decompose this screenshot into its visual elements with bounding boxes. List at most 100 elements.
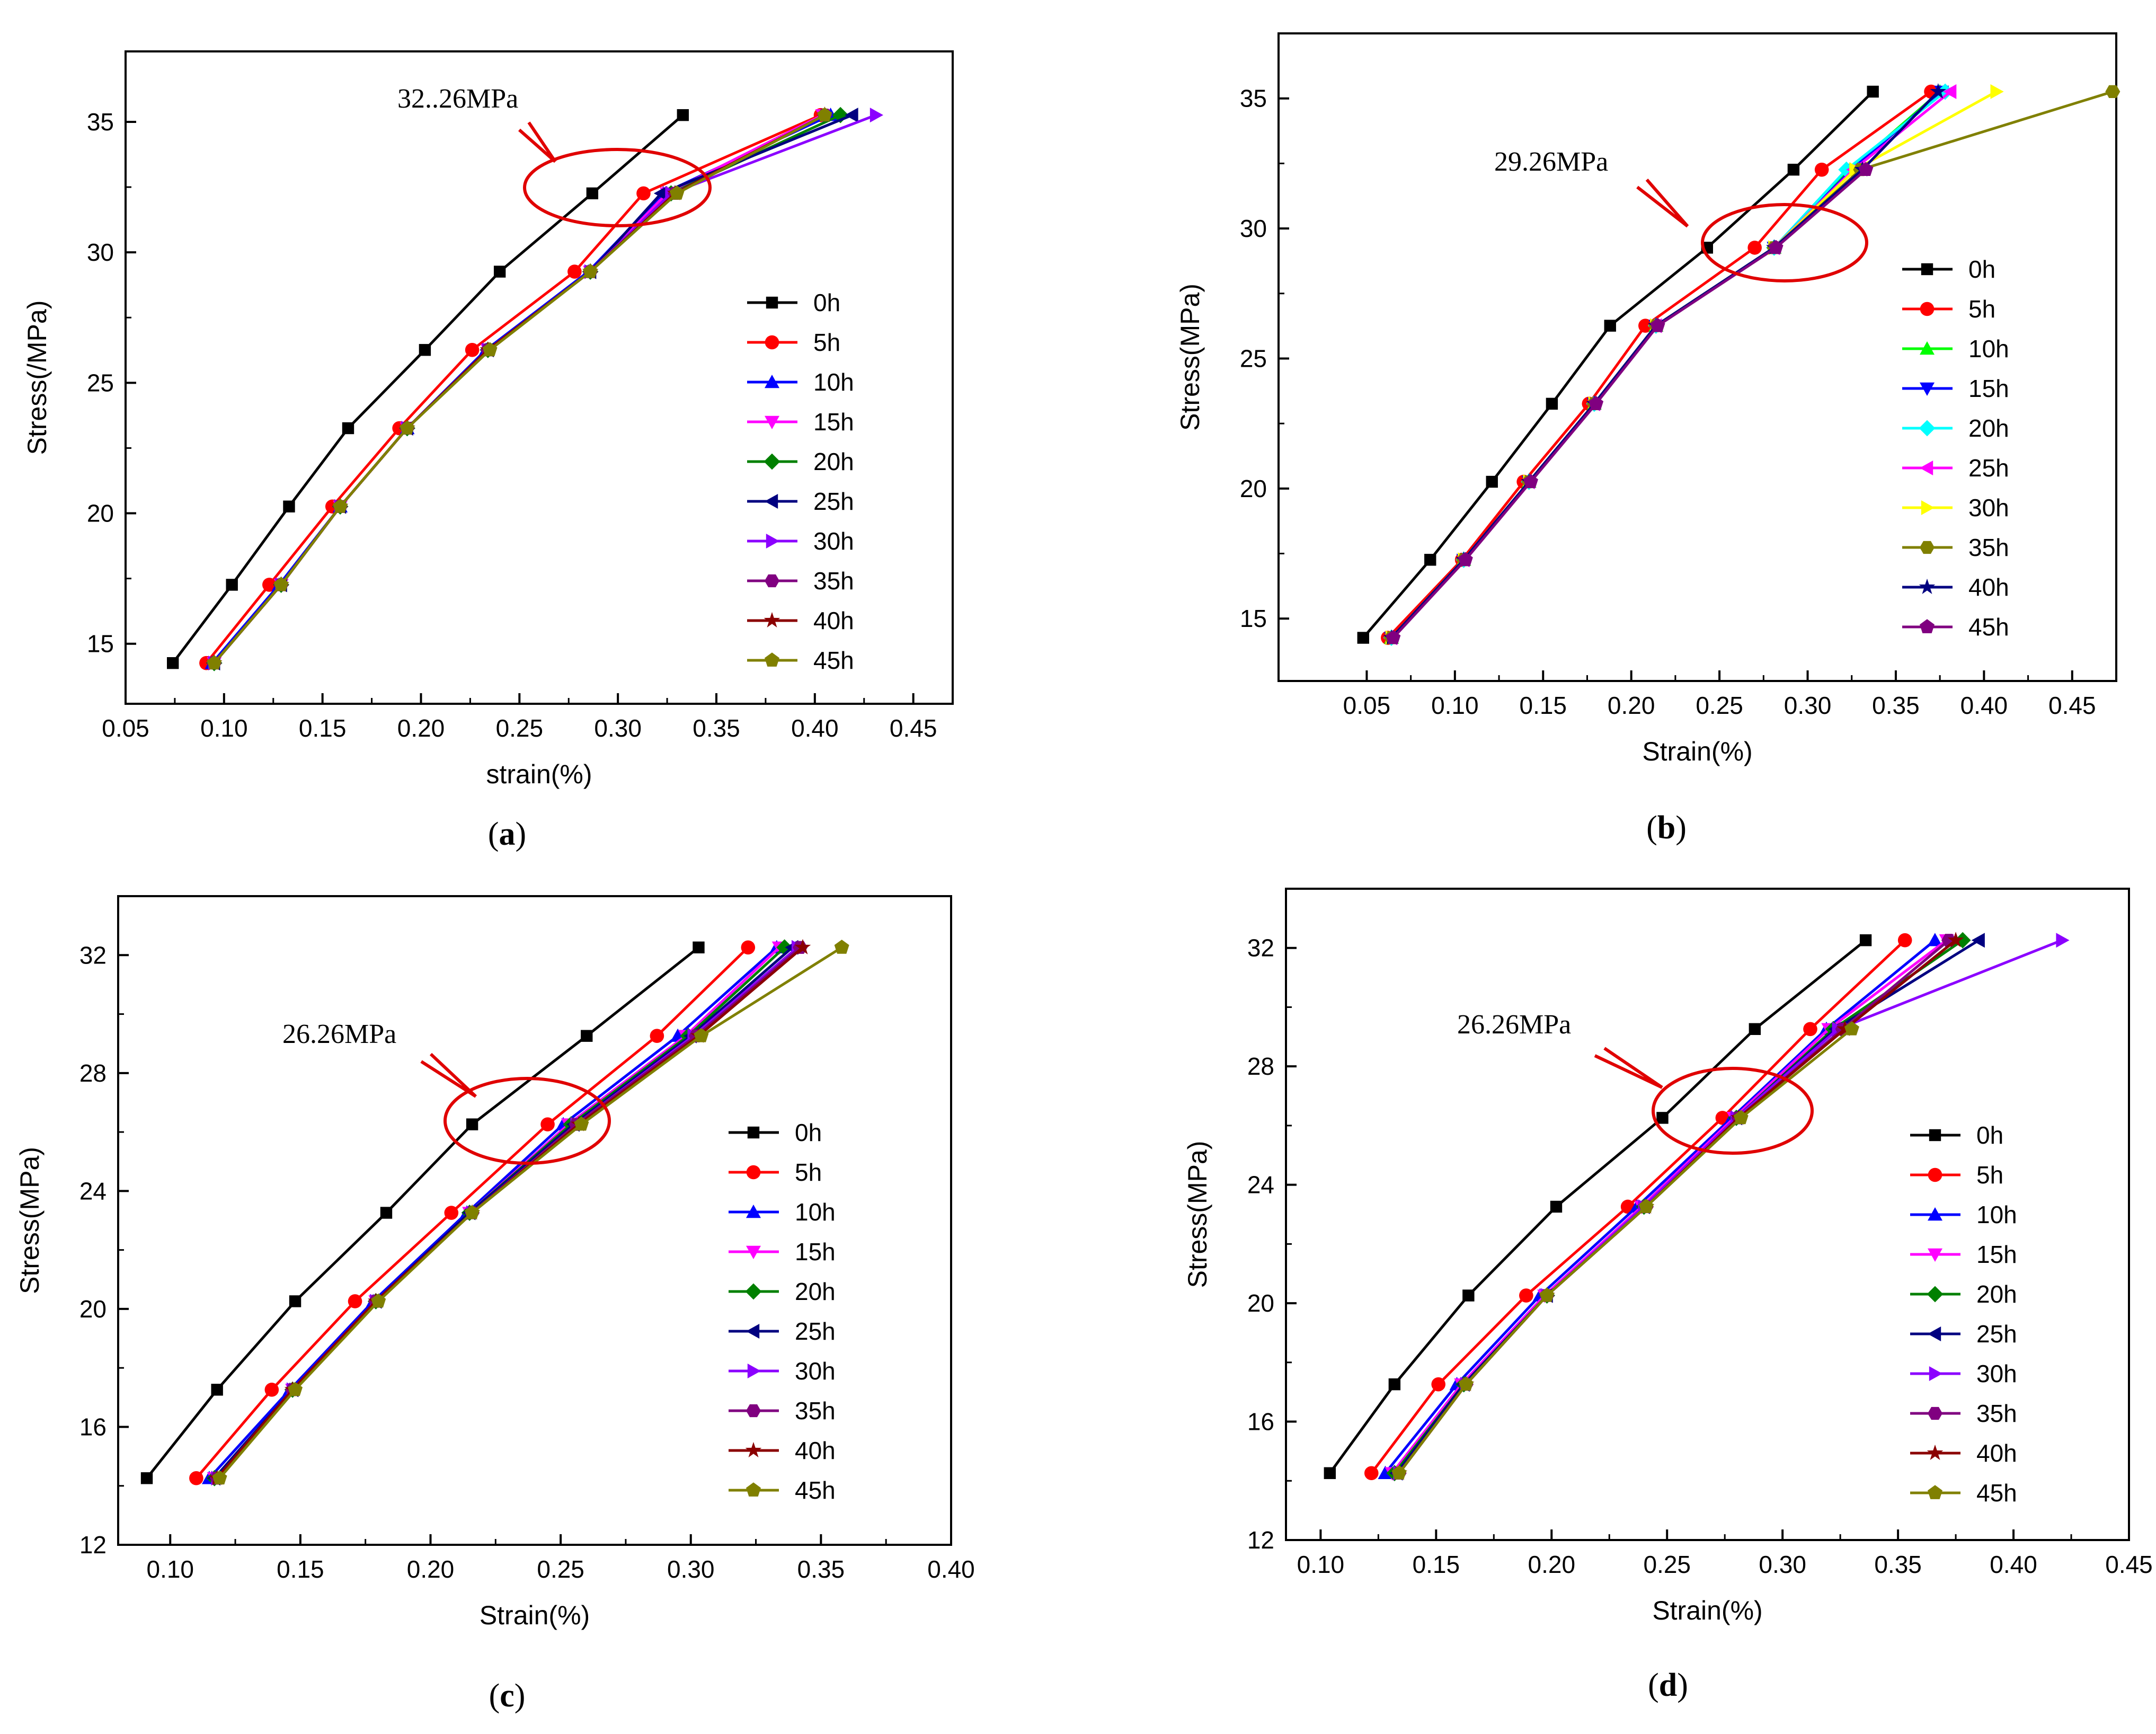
x-tick-label: 0.15: [299, 714, 347, 742]
series-line: [213, 113, 826, 664]
legend-marker: [1928, 1485, 1942, 1499]
legend-marker: [1920, 541, 1935, 554]
legend-item: 40h: [729, 1437, 836, 1464]
data-point: [189, 1471, 203, 1485]
panel-label-letter: c: [500, 1678, 514, 1714]
legend-label: 35h: [795, 1397, 836, 1425]
panel-label-letter: d: [1659, 1667, 1677, 1703]
data-point: [289, 1295, 301, 1307]
y-tick-label: 35: [87, 108, 114, 136]
legend-item: 35h: [747, 567, 854, 595]
series-5h: [189, 940, 756, 1485]
legend-label: 5h: [813, 329, 840, 356]
panel-label-close: ): [1675, 810, 1687, 846]
highlight-ellipse: [1701, 203, 1868, 282]
panel-label: (c): [489, 1678, 526, 1714]
series-40h: [206, 107, 833, 670]
series-35h: [207, 109, 832, 670]
panel-label-close: ): [516, 816, 527, 852]
data-point: [288, 1382, 303, 1396]
data-point: [333, 499, 348, 513]
data-point: [1650, 317, 1665, 332]
legend-label: 35h: [1968, 534, 2009, 561]
data-point: [482, 342, 498, 357]
legend-marker: [766, 296, 778, 309]
data-point: [1391, 1465, 1407, 1480]
x-tick-label: 0.20: [1528, 1551, 1576, 1578]
data-point: [1749, 1023, 1761, 1035]
data-point: [845, 108, 858, 123]
data-point: [1357, 632, 1369, 644]
data-point: [1954, 932, 1971, 949]
panel-label-open: (: [1646, 810, 1657, 846]
data-point: [1589, 396, 1604, 410]
legend-item: 40h: [1902, 573, 2009, 601]
y-tick-label: 25: [87, 369, 114, 396]
x-tick-label: 0.10: [1431, 692, 1479, 719]
data-point: [1859, 934, 1872, 946]
data-point: [540, 1117, 555, 1131]
legend-label: 5h: [1968, 295, 1995, 323]
x-tick-label: 0.20: [1608, 692, 1655, 719]
data-point: [1424, 554, 1436, 566]
data-point: [1550, 1200, 1563, 1213]
panel-c: 0.10 0.15 0.20 0.25 0.30 0.35 0.40 12 16 20 24 28 32…: [15, 895, 975, 1714]
legend-item: 45h: [747, 647, 854, 674]
legend-marker: [765, 652, 779, 667]
legend-marker: [747, 1364, 761, 1378]
data-point: [650, 1029, 664, 1043]
data-point: [1324, 1467, 1336, 1479]
legend-item: 20h: [1902, 414, 2009, 442]
y-tick-label: 32: [1247, 934, 1274, 962]
series-line: [1390, 90, 1997, 639]
legend-label: 45h: [1976, 1479, 2017, 1507]
legend-item: 25h: [1910, 1320, 2017, 1348]
legend-label: 5h: [795, 1158, 822, 1186]
y-tick-label: 12: [1247, 1526, 1274, 1554]
legend-marker: [764, 453, 780, 470]
legend-item: 30h: [1910, 1360, 2017, 1387]
x-tick-label: 0.25: [1643, 1551, 1691, 1578]
data-point: [1787, 163, 1800, 176]
y-axis-title: Stress(/MPa): [22, 300, 52, 455]
data-point: [1459, 1376, 1474, 1391]
y-tick-label: 30: [1240, 215, 1267, 242]
data-point: [207, 655, 222, 670]
legend-label: 10h: [795, 1198, 836, 1226]
legend-marker: [1921, 500, 1935, 515]
legend-label: 5h: [1976, 1161, 2003, 1189]
legend-label: 10h: [1976, 1201, 2017, 1228]
data-point: [1971, 933, 1985, 948]
x-tick-label: 0.30: [1759, 1551, 1806, 1578]
legend-item: 10h: [747, 368, 854, 396]
plot-frame: [1277, 32, 2117, 682]
legend-label: 30h: [1968, 494, 2009, 521]
legend-item: 40h: [747, 607, 854, 634]
x-tick-label: 0.10: [146, 1555, 194, 1583]
data-point: [669, 185, 685, 200]
panel-label-open: (: [1648, 1667, 1659, 1703]
legend-marker: [764, 612, 780, 628]
data-point: [1604, 320, 1616, 332]
legend-label: 45h: [795, 1476, 836, 1504]
series-45h: [1386, 162, 1874, 644]
series-0h: [1357, 85, 1879, 644]
annotation-label: 32..26MPa: [397, 84, 518, 114]
data-point: [567, 264, 582, 279]
series-30h: [208, 108, 884, 671]
legend-marker: [1928, 1207, 1942, 1221]
legend-marker: [765, 415, 779, 429]
x-tick-label: 0.35: [1874, 1551, 1922, 1578]
legend-label: 0h: [795, 1119, 822, 1146]
x-tick-label: 0.35: [1872, 692, 1920, 719]
legend-item: 45h: [729, 1476, 836, 1504]
annotation-label: 26.26MPa: [1457, 1010, 1571, 1040]
data-point: [1943, 84, 1957, 99]
x-tick-label: 0.45: [890, 714, 937, 742]
legend-item: 40h: [1910, 1439, 2017, 1467]
x-tick-label: 0.05: [1343, 692, 1391, 719]
data-point: [776, 939, 793, 956]
data-point: [1990, 84, 2004, 99]
legend-marker: [1920, 341, 1935, 355]
